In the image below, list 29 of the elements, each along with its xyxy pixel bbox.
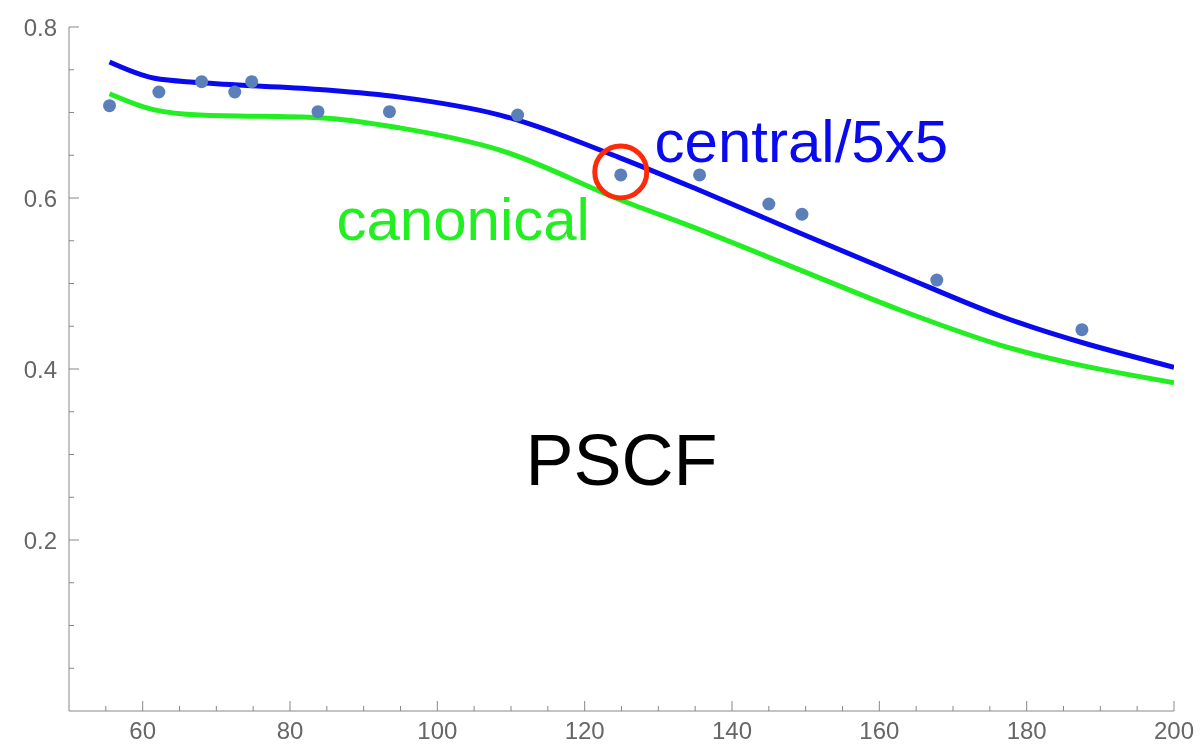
y-tick-label: 0.2 [23, 526, 57, 554]
x-tick-label: 120 [564, 717, 605, 744]
point [152, 85, 166, 99]
point [511, 108, 525, 122]
y-tick-label: 0.4 [23, 355, 57, 383]
x-tick-label: 180 [1006, 717, 1047, 744]
point [930, 273, 944, 287]
y-tick-label: 0.8 [23, 13, 57, 41]
x-tick-label: 200 [1153, 717, 1195, 744]
point [245, 75, 259, 89]
series-label: central/5x5 [654, 108, 949, 176]
point [228, 85, 242, 99]
point [762, 197, 776, 211]
point [693, 168, 707, 182]
point [614, 168, 628, 182]
point [1075, 323, 1089, 337]
x-tick-label: 140 [711, 717, 753, 744]
annotation: PSCF [525, 420, 718, 501]
point [795, 207, 809, 221]
y-tick-label: 0.6 [23, 184, 57, 212]
x-tick-label: 100 [417, 717, 458, 744]
series-label: canonical [336, 186, 590, 254]
point [195, 75, 209, 89]
point [103, 99, 117, 113]
x-tick-label: 80 [276, 717, 304, 744]
x-tick-label: 160 [859, 717, 900, 744]
x-tick-label: 60 [129, 717, 157, 744]
point [311, 105, 325, 119]
point [382, 105, 396, 119]
